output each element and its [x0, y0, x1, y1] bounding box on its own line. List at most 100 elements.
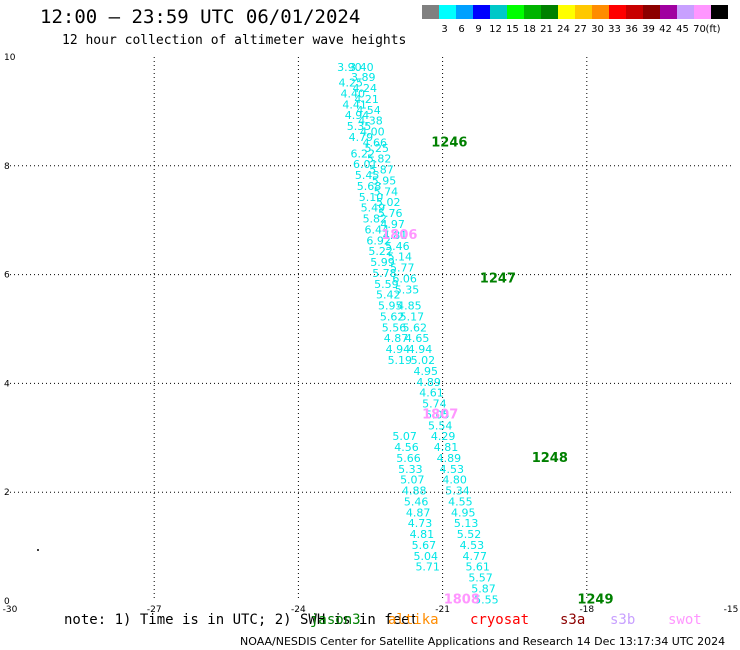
- wave-height-label: 5.42: [376, 289, 401, 302]
- scale-label: 18: [523, 24, 536, 35]
- scale-swatch: [473, 5, 490, 19]
- scale-swatch: [558, 5, 575, 19]
- wave-height-label: 5.62: [380, 310, 405, 323]
- wave-height-label: 5.02: [411, 354, 436, 367]
- wave-height-label: 4.29: [431, 430, 456, 443]
- y-tick-label: 4: [4, 379, 10, 389]
- time-label: 1806: [381, 228, 417, 243]
- wave-height-label: 5.68: [357, 180, 382, 193]
- x-tick-label: -24: [291, 605, 306, 615]
- scale-swatch: [592, 5, 609, 19]
- legend-altika: altika: [388, 612, 439, 628]
- wave-height-label: 4.41: [342, 98, 367, 111]
- scale-swatch: [422, 5, 439, 19]
- wave-height-label: 4.85: [397, 300, 422, 313]
- wave-height-label: 5.45: [355, 169, 380, 182]
- wave-height-label: 5.77: [390, 262, 415, 275]
- wave-height-label: 3.89: [351, 71, 376, 84]
- y-tick-label: 10: [4, 53, 16, 63]
- wave-height-label: 5.04: [414, 550, 439, 563]
- wave-height-label: 5.62: [402, 321, 427, 334]
- wave-height-label: 4.54: [356, 104, 381, 117]
- wave-height-label: 5.95: [372, 174, 397, 187]
- wave-height-label: 5.76: [378, 207, 403, 220]
- wave-height-label: 6.22: [351, 147, 376, 160]
- wave-height-label: 5.74: [374, 185, 399, 198]
- wave-height-label: 5.35: [395, 283, 420, 296]
- scale-swatch: [694, 5, 711, 19]
- wave-height-label: 5.87: [369, 164, 394, 177]
- wave-height-label: 4.38: [358, 115, 383, 128]
- scale-label: 24: [557, 24, 570, 35]
- x-tick-label: -30: [3, 605, 18, 615]
- wave-height-label: 5.82: [363, 213, 388, 226]
- scale-swatch: [507, 5, 524, 19]
- wave-height-label: 3.40: [349, 61, 374, 74]
- scale-label: 42: [659, 24, 672, 35]
- wave-height-label: 5.14: [388, 251, 413, 264]
- y-tick-label: 2: [4, 488, 10, 498]
- wave-height-label: 5.17: [400, 310, 425, 323]
- chart-title: 12:00 – 23:59 UTC 06/01/2024: [40, 6, 361, 28]
- time-label: 1246: [431, 135, 467, 150]
- wave-height-label: 5.33: [398, 463, 423, 476]
- scale-swatch: [439, 5, 456, 19]
- wave-height-label: 5.82: [367, 153, 392, 166]
- wave-height-label: 4.81: [383, 229, 408, 242]
- scale-label: 27: [574, 24, 587, 35]
- time-label: 1807: [422, 407, 458, 422]
- wave-height-label: 4.95: [414, 365, 439, 378]
- legend-jason3: jason3: [310, 612, 361, 628]
- scale-swatch: [524, 5, 541, 19]
- scale-label: 30: [591, 24, 604, 35]
- wave-height-label: 4.21: [354, 93, 379, 106]
- wave-height-label: 6.92: [366, 234, 391, 247]
- wave-height-label: 3.90: [337, 61, 362, 74]
- wave-height-label: 5.05: [425, 408, 450, 421]
- wave-height-label: 4.00: [360, 126, 385, 139]
- wave-height-label: 5.49: [361, 202, 386, 215]
- time-label: 1248: [532, 451, 568, 466]
- wave-height-label: 5.57: [468, 572, 493, 585]
- scale-swatch: [711, 5, 728, 19]
- wave-height-label: 5.07: [392, 430, 417, 443]
- wave-height-label: 4.94: [386, 343, 411, 356]
- wave-height-label: 4.88: [402, 485, 427, 498]
- wave-height-label: 4.56: [394, 441, 419, 454]
- wave-height-label: 4.55: [448, 495, 473, 508]
- time-label: 1249: [577, 592, 613, 607]
- x-tick-label: -21: [435, 605, 450, 615]
- time-label: 1247: [480, 271, 516, 286]
- y-tick-label: 8: [4, 162, 10, 172]
- wave-height-label: 6.01: [353, 158, 378, 171]
- wave-height-label: 5.46: [385, 240, 410, 253]
- wave-height-label: 4.61: [419, 387, 444, 400]
- scale-swatch: [677, 5, 694, 19]
- wave-height-label: 5.19: [388, 354, 413, 367]
- wave-height-label: 4.53: [460, 539, 485, 552]
- scale-label: 6: [458, 24, 464, 35]
- wave-height-label: 5.52: [457, 528, 482, 541]
- stray-point: [37, 549, 39, 551]
- scale-label: 21: [540, 24, 553, 35]
- wave-height-label: 5.10: [359, 191, 384, 204]
- wave-height-label: 4.24: [352, 82, 377, 95]
- wave-height-label: 4.79: [349, 131, 374, 144]
- wave-height-label: 5.35: [347, 120, 372, 133]
- wave-height-label: 4.94: [408, 343, 433, 356]
- wave-height-label: 4.80: [442, 474, 467, 487]
- wave-height-label: 5.87: [471, 582, 496, 595]
- wave-height-label: 4.40: [340, 87, 365, 100]
- y-tick-label: 0: [4, 597, 10, 607]
- wave-height-label: 5.78: [372, 267, 397, 280]
- scale-label: 3: [441, 24, 447, 35]
- wave-height-label: 4.95: [451, 506, 476, 519]
- wave-height-label: 5.74: [422, 398, 447, 411]
- wave-height-label: 5.99: [370, 256, 395, 269]
- wave-height-label: 4.89: [416, 376, 441, 389]
- scale-swatch: [541, 5, 558, 19]
- wave-height-label: 5.67: [412, 539, 437, 552]
- scale-swatch: [660, 5, 677, 19]
- wave-height-label: 5.95: [378, 300, 403, 313]
